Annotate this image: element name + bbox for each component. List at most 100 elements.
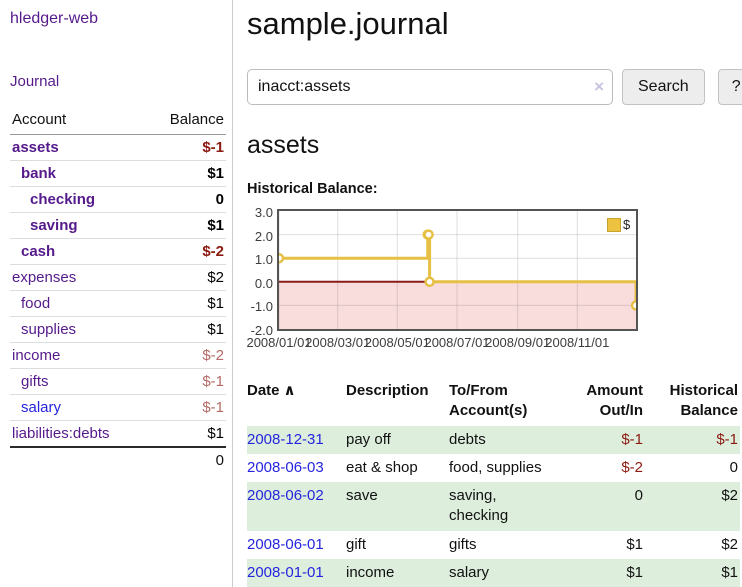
sort-ascending-icon: ∧ — [283, 382, 296, 399]
transaction-accounts: salary — [449, 563, 490, 581]
transaction-accounts: debts — [449, 430, 486, 448]
register-table: Date ∧ Description To/From Account(s) Amount… — [247, 379, 740, 587]
sidebar: hledger-web Journal Account Balance asse… — [0, 0, 233, 587]
account-link-liabilities-debts[interactable]: liabilities:debts — [12, 425, 110, 442]
register-row: 2008-06-03 eat & shop food, supplies $-2 0 — [247, 454, 740, 482]
account-row: expenses $2 — [10, 264, 226, 291]
y-axis-tick-label: 1.0 — [254, 252, 273, 268]
transaction-accounts: gifts — [449, 535, 477, 553]
transaction-description: income — [346, 563, 395, 581]
register-row: 2008-06-02 save saving, checking 0 $2 — [247, 482, 740, 531]
help-button[interactable]: ? — [717, 69, 742, 105]
accounts-table: Account Balance assets $-1 bank $1 checking 0… — [10, 108, 226, 473]
account-row: liabilities:debts $1 — [10, 420, 226, 447]
y-axis-tick-label: 3.0 — [254, 205, 273, 220]
legend-swatch-icon — [607, 217, 621, 232]
historical-balance-chart: $ 3.0 2.0 1.0 0.0 -1.0 -2.0 2008/01/01 2008/03/… — [246, 205, 742, 355]
transaction-date-link[interactable]: 2008-06-03 — [247, 458, 324, 476]
transaction-balance: $-1 — [716, 430, 738, 448]
transaction-date-link[interactable]: 2008-06-02 — [247, 487, 324, 504]
accounts-total-row: 0 — [10, 446, 226, 473]
account-balance: $-1 — [146, 368, 226, 395]
y-axis-tick-label: 2.0 — [254, 228, 273, 244]
transaction-accounts: saving, checking — [449, 487, 509, 525]
x-axis-tick-label: 2008/03/01 — [305, 335, 371, 350]
account-link-bank[interactable]: bank — [21, 165, 57, 182]
account-link-checking[interactable]: checking — [30, 191, 96, 208]
transaction-description: gift — [346, 535, 367, 553]
transaction-balance: $1 — [721, 563, 738, 581]
y-axis-tick-label: 0.0 — [254, 275, 273, 291]
account-link-income[interactable]: income — [12, 347, 61, 364]
accounts-header-account: Account — [10, 108, 147, 135]
sidebar-item-journal[interactable]: Journal — [10, 73, 60, 90]
legend-label: $ — [623, 217, 631, 232]
account-link-supplies[interactable]: supplies — [21, 321, 77, 338]
account-balance: $-2 — [146, 342, 226, 369]
register-col-to-from-account-s-: To/From Account(s) — [449, 382, 528, 420]
register-row: 2008-06-01 gift gifts $1 $2 — [247, 531, 740, 559]
account-balance: $1 — [146, 316, 226, 343]
register-col-description: Description — [346, 382, 429, 399]
account-link-salary[interactable]: salary — [21, 399, 62, 416]
account-row: saving $1 — [10, 212, 226, 239]
account-balance: $1 — [146, 420, 226, 447]
account-balance: $1 — [146, 212, 226, 239]
transaction-description: eat & shop — [346, 458, 418, 476]
chart-plot-area — [273, 209, 642, 331]
account-row: assets $-1 — [10, 135, 226, 161]
account-row: gifts $-1 — [10, 368, 226, 395]
account-row: income $-2 — [10, 342, 226, 369]
main-content: sample.journal × Search ? assets Histori… — [233, 0, 742, 587]
register-col-date[interactable]: Date ∧ — [247, 382, 296, 399]
account-balance: $1 — [146, 160, 226, 187]
transaction-date-link[interactable]: 2008-06-01 — [247, 535, 324, 553]
transaction-amount: $-2 — [621, 458, 643, 476]
account-balance: $2 — [146, 264, 226, 291]
account-row: supplies $1 — [10, 316, 226, 343]
account-link-gifts[interactable]: gifts — [21, 373, 49, 390]
x-axis-tick-label: 2008/09/01 — [485, 335, 551, 350]
search-input[interactable] — [247, 69, 613, 105]
account-row: salary $-1 — [10, 394, 226, 421]
transaction-balance: $2 — [721, 487, 738, 504]
page-title: sample.journal — [247, 6, 449, 41]
transaction-amount: 0 — [634, 487, 643, 504]
x-axis-tick-label: 2008/05/01 — [364, 335, 430, 350]
account-link-cash[interactable]: cash — [21, 243, 56, 260]
x-axis-tick-label: 2008/01/01 — [246, 335, 312, 350]
register-col-historical-balance: Historical Balance — [669, 382, 738, 420]
register-row: 2008-01-01 income salary $1 $1 — [247, 558, 740, 587]
transaction-date-link[interactable]: 2008-01-01 — [247, 563, 324, 581]
brand-link[interactable]: hledger-web — [10, 10, 99, 27]
transaction-amount: $-1 — [621, 430, 643, 448]
clear-search-icon[interactable]: × — [594, 77, 604, 96]
account-link-saving[interactable]: saving — [30, 217, 78, 234]
y-axis-tick-label: -1.0 — [250, 299, 273, 315]
account-link-food[interactable]: food — [21, 295, 51, 312]
account-link-expenses[interactable]: expenses — [12, 269, 77, 286]
transaction-balance: $2 — [721, 535, 738, 553]
register-row: 2008-12-31 pay off debts $-1 $-1 — [247, 425, 740, 454]
account-row: checking 0 — [10, 186, 226, 213]
search-button[interactable]: Search — [622, 69, 705, 105]
y-axis-tick-label: -2.0 — [250, 323, 273, 338]
search-bar: × Search ? — [247, 69, 742, 105]
transaction-balance: 0 — [729, 458, 738, 476]
account-row: cash $-2 — [10, 238, 226, 265]
account-link-assets[interactable]: assets — [12, 139, 59, 156]
account-row: bank $1 — [10, 160, 226, 187]
register-col-amount-out-in: Amount Out/In — [586, 382, 643, 420]
x-axis-tick-label: 2008/07/01 — [424, 335, 490, 350]
x-axis-tick-label: 2008/11/01 — [545, 335, 610, 350]
transaction-date-link[interactable]: 2008-12-31 — [247, 430, 324, 448]
chart-legend: $ — [607, 217, 630, 232]
account-balance: $1 — [146, 290, 226, 317]
transaction-description: pay off — [346, 430, 391, 448]
account-balance: $-2 — [146, 238, 226, 265]
accounts-header-balance: Balance — [146, 108, 226, 135]
transaction-description: save — [346, 487, 378, 504]
chart-label: Historical Balance: — [247, 181, 378, 197]
account-balance: 0 — [146, 186, 226, 213]
